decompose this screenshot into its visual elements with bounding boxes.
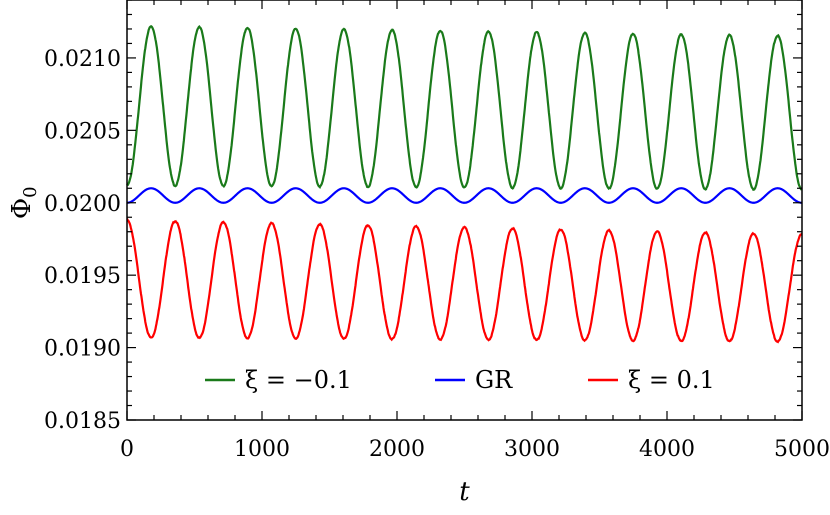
x-tick-label: 4000 [639,437,695,462]
series-line-2 [126,218,803,344]
legend-label: GR [475,366,513,394]
x-tick-label: 1000 [234,437,290,462]
y-tick-label: 0.0200 [44,192,121,217]
legend-label: ξ = −0.1 [245,366,352,394]
y-axis-label-symbol: Φ [7,198,37,219]
y-axis: 0.0185 0.0190 0.0195 0.0200 0.0205 0.0210 [44,0,802,434]
x-tick-label: 5000 [774,437,830,462]
y-tick-label: 0.0195 [44,264,121,289]
y-tick-label: 0.0205 [44,119,121,144]
y-axis-label: Φ0 [7,186,41,219]
y-tick-label: 0.0210 [44,47,121,72]
x-tick-label: 3000 [504,437,560,462]
series-line-0 [126,25,803,191]
y-tick-label: 0.0190 [44,337,121,362]
plot-frame [126,0,803,421]
legend-label: ξ = 0.1 [628,366,715,394]
series-line-1 [126,187,803,204]
x-tick-label: 2000 [369,437,425,462]
plot-lines [126,25,803,344]
y-tick-label: 0.0185 [44,409,121,434]
x-axis-label: t [459,477,470,507]
x-tick-label: 0 [120,437,134,462]
legend: ξ = −0.1 GR ξ = 0.1 [205,366,715,394]
x-axis: 0 1000 2000 3000 4000 5000 [120,0,830,462]
y-axis-label-subscript: 0 [20,186,41,197]
